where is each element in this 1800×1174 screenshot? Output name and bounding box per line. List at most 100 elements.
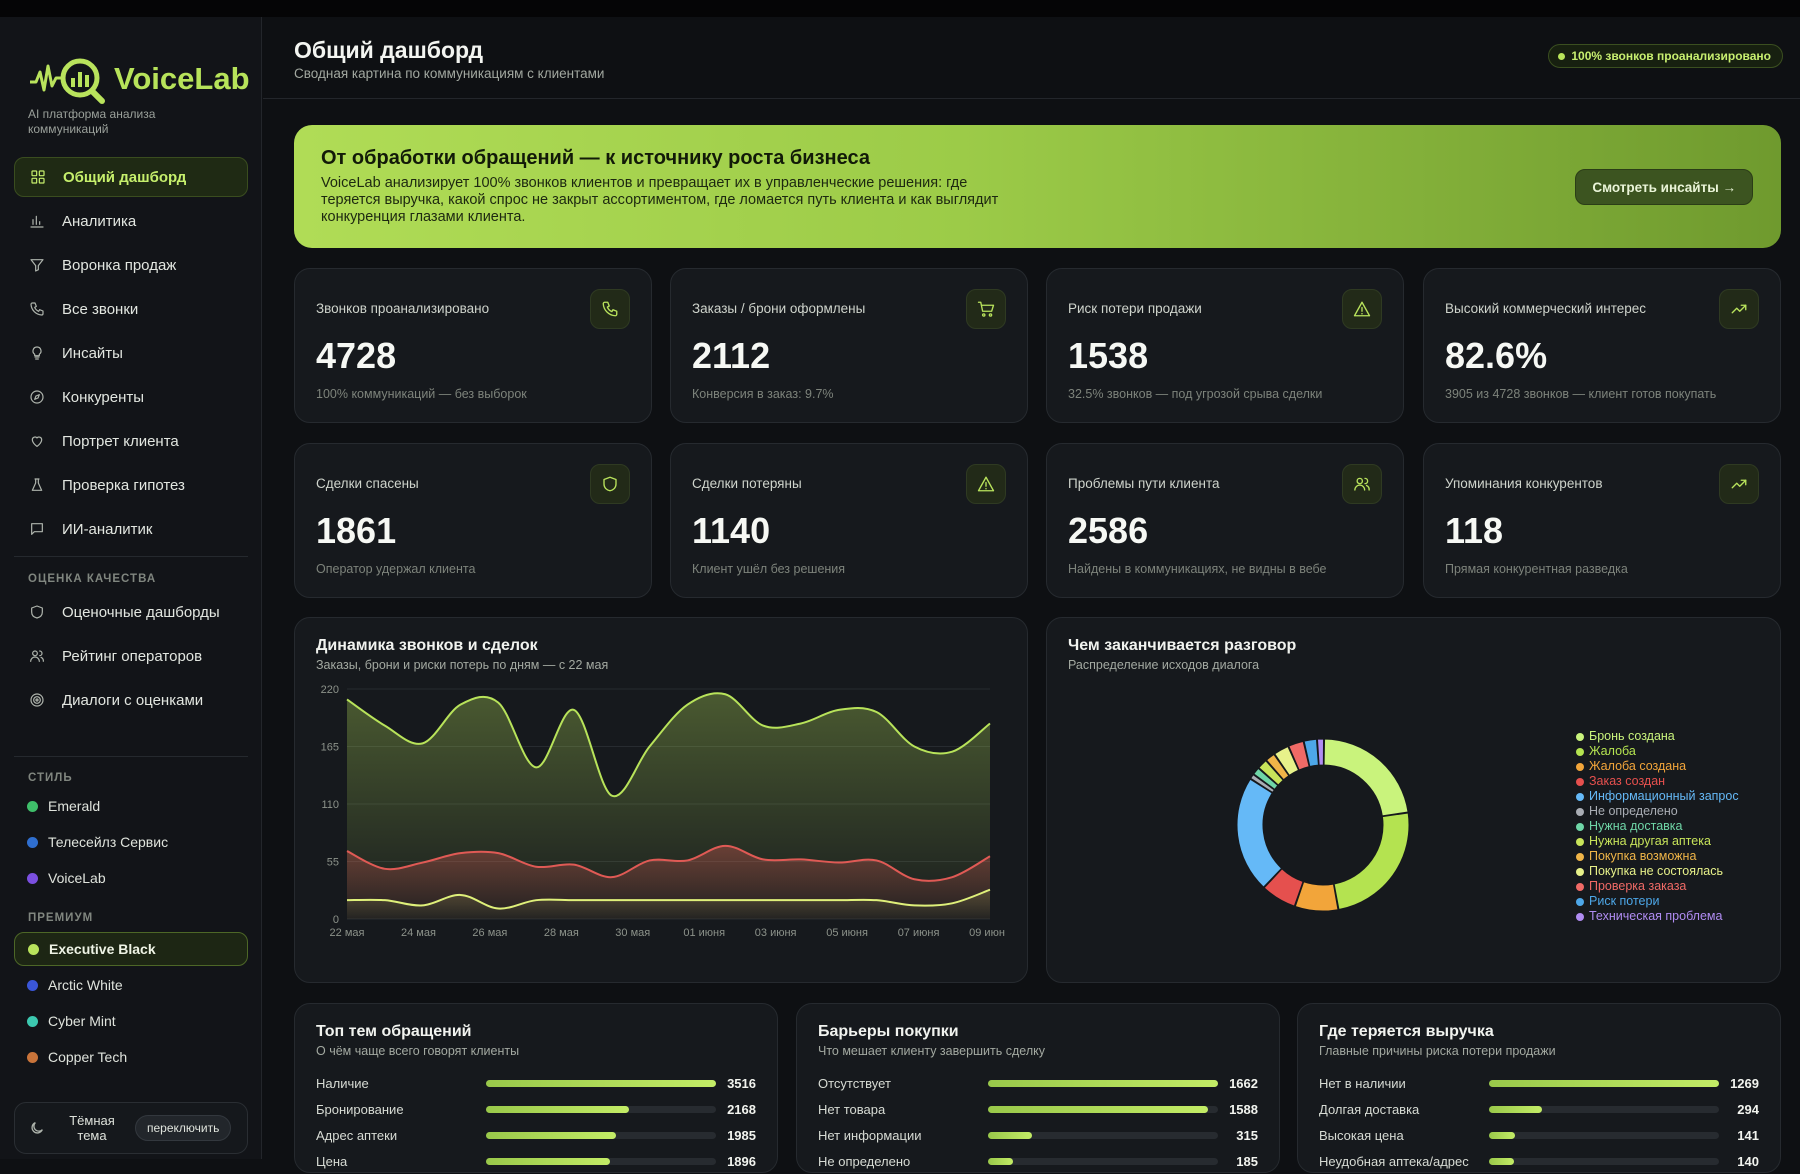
bar-row[interactable]: Наличие 3516 bbox=[316, 1070, 756, 1096]
legend-item[interactable]: Информационный запрос bbox=[1576, 789, 1739, 804]
series-line[interactable] bbox=[346, 844, 991, 882]
nav-item-3[interactable]: Все звонки bbox=[14, 289, 248, 329]
kpi-card[interactable]: Заказы / брони оформлены 2112 Конверсия в … bbox=[670, 268, 1028, 423]
legend-item[interactable]: Риск потери bbox=[1576, 894, 1739, 909]
kpi-subtext: 32.5% звонков — под угрозой срыва сделки bbox=[1068, 387, 1323, 401]
donut-slice[interactable] bbox=[1236, 778, 1283, 888]
donut-slice[interactable] bbox=[1258, 760, 1284, 786]
donut-slice[interactable] bbox=[1294, 881, 1339, 912]
bar-row[interactable]: Нет в наличии 1269 bbox=[1319, 1070, 1759, 1096]
dialog-outcomes-subtitle: Распределение исходов диалога bbox=[1068, 658, 1260, 672]
donut-slice[interactable] bbox=[1316, 738, 1325, 766]
legend-item[interactable]: Техническая проблема bbox=[1576, 909, 1739, 924]
donut-slice[interactable] bbox=[1250, 774, 1276, 794]
premium-option-1[interactable]: Arctic White bbox=[14, 968, 248, 1002]
kpi-subtext: Прямая конкурентная разведка bbox=[1445, 562, 1628, 576]
style-option-2[interactable]: VoiceLab bbox=[14, 861, 248, 895]
bar-row[interactable]: Отсутствует 1662 bbox=[818, 1070, 1258, 1096]
bar-row[interactable]: Цена 1896 bbox=[316, 1148, 756, 1174]
voicelab-logo-icon bbox=[30, 58, 105, 104]
premium-option-2[interactable]: Cyber Mint bbox=[14, 1004, 248, 1038]
nav-item-label: Воронка продаж bbox=[62, 256, 177, 274]
bar-row[interactable]: Бронирование 2168 bbox=[316, 1096, 756, 1122]
view-insights-button[interactable]: Смотреть инсайты → bbox=[1575, 169, 1753, 205]
x-tick-label: 05 июня bbox=[826, 927, 868, 939]
series-line[interactable] bbox=[346, 692, 991, 798]
kpi-icon-badge bbox=[1342, 464, 1382, 504]
style-option-0[interactable]: Emerald bbox=[14, 789, 248, 823]
calls-dynamics-card: Динамика звонков и сделок Заказы, брони … bbox=[294, 617, 1028, 983]
kpi-subtext: Оператор удержал клиента bbox=[316, 562, 476, 576]
bar-row[interactable]: Нет информации 315 bbox=[818, 1122, 1258, 1148]
bar-row[interactable]: Нет товара 1588 bbox=[818, 1096, 1258, 1122]
chat-icon-wrap bbox=[28, 520, 46, 538]
style-list: Emerald Телесейлз Сервис VoiceLab bbox=[14, 789, 248, 897]
bar-row[interactable]: Неудобная аптека/адрес 140 bbox=[1319, 1148, 1759, 1174]
x-tick-label: 03 июня bbox=[755, 927, 797, 939]
legend-item[interactable]: Не определено bbox=[1576, 804, 1739, 819]
quality-item-0[interactable]: Оценочные дашборды bbox=[14, 592, 248, 632]
bar-row[interactable]: Не определено 185 bbox=[818, 1148, 1258, 1174]
bar-row[interactable]: Высокая цена 141 bbox=[1319, 1122, 1759, 1148]
legend-item[interactable]: Покупка возможна bbox=[1576, 849, 1739, 864]
nav-item-0[interactable]: Общий дашборд bbox=[14, 157, 248, 197]
legend-item[interactable]: Проверка заказа bbox=[1576, 879, 1739, 894]
kpi-card[interactable]: Высокий коммерческий интерес 82.6% 3905 из… bbox=[1423, 268, 1781, 423]
bar-fill bbox=[988, 1079, 1218, 1087]
bar-row[interactable]: Адрес аптеки 1985 bbox=[316, 1122, 756, 1148]
bar-row[interactable]: Долгая доставка 294 bbox=[1319, 1096, 1759, 1122]
kpi-card[interactable]: Проблемы пути клиента 2586 Найдены в комму… bbox=[1046, 443, 1404, 598]
donut-slice[interactable] bbox=[1303, 738, 1319, 768]
kpi-value: 2112 bbox=[692, 335, 771, 376]
legend-item[interactable]: Бронь создана bbox=[1576, 729, 1739, 744]
nav-item-5[interactable]: Конкуренты bbox=[14, 377, 248, 417]
logo[interactable]: VoiceLab bbox=[28, 49, 250, 109]
bar-label: Отсутствует bbox=[818, 1075, 891, 1091]
legend-item[interactable]: Жалоба создана bbox=[1576, 759, 1739, 774]
donut-slice[interactable] bbox=[1274, 745, 1300, 777]
theme-switch-button[interactable]: переключить bbox=[135, 1115, 232, 1141]
premium-option-label: Arctic White bbox=[48, 977, 123, 993]
nav-item-8[interactable]: ИИ-аналитик bbox=[14, 509, 248, 549]
bar-value: 1896 bbox=[727, 1153, 756, 1169]
legend-label: Покупка не состоялась bbox=[1589, 864, 1723, 878]
revenue-loss-subtitle: Главные причины риска потери продажи bbox=[1319, 1044, 1556, 1058]
theme-toggle[interactable]: Тёмная тема переключить bbox=[14, 1102, 248, 1154]
kpi-card[interactable]: Риск потери продажи 1538 32.5% звонков — п… bbox=[1046, 268, 1404, 423]
quality-item-1[interactable]: Рейтинг операторов bbox=[14, 636, 248, 676]
kpi-card[interactable]: Сделки спасены 1861 Оператор удержал клиен… bbox=[294, 443, 652, 598]
donut-slice[interactable] bbox=[1288, 740, 1310, 771]
nav-item-1[interactable]: Аналитика bbox=[14, 201, 248, 241]
legend-item[interactable]: Жалоба bbox=[1576, 744, 1739, 759]
premium-option-0[interactable]: Executive Black bbox=[14, 932, 248, 966]
legend-item[interactable]: Покупка не состоялась bbox=[1576, 864, 1739, 879]
donut-slice[interactable] bbox=[1253, 767, 1279, 791]
kpi-card[interactable]: Упоминания конкурентов 118 Прямая конкурен… bbox=[1423, 443, 1781, 598]
donut-slice[interactable] bbox=[1333, 812, 1410, 911]
page-header: Общий дашборд Сводная картина по коммуни… bbox=[263, 17, 1800, 99]
calls-dynamics-title: Динамика звонков и сделок bbox=[316, 637, 538, 654]
nav-item-label: ИИ-аналитик bbox=[62, 520, 153, 538]
nav-item-7[interactable]: Проверка гипотез bbox=[14, 465, 248, 505]
kpi-subtext: 100% коммуникаций — без выборок bbox=[316, 387, 527, 401]
premium-list: Executive Black Arctic White Cyber Mint Cop… bbox=[14, 932, 248, 1076]
style-option-1[interactable]: Телесейлз Сервис bbox=[14, 825, 248, 859]
premium-option-3[interactable]: Copper Tech bbox=[14, 1040, 248, 1074]
quality-item-2[interactable]: Диалоги с оценками bbox=[14, 680, 248, 720]
nav-item-2[interactable]: Воронка продаж bbox=[14, 245, 248, 285]
kpi-value: 118 bbox=[1445, 510, 1504, 551]
nav-item-4[interactable]: Инсайты bbox=[14, 333, 248, 373]
donut-slice[interactable] bbox=[1263, 868, 1304, 907]
kpi-card[interactable]: Сделки потеряны 1140 Клиент ушёл без решен… bbox=[670, 443, 1028, 598]
revenue-loss-list: Нет в наличии 1269 Долгая доставка 294 Высок… bbox=[1319, 1070, 1759, 1174]
nav-item-6[interactable]: Портрет клиента bbox=[14, 421, 248, 461]
kpi-card[interactable]: Звонков проанализировано 4728 100% коммуни… bbox=[294, 268, 652, 423]
series-line[interactable] bbox=[346, 888, 991, 910]
legend-item[interactable]: Заказ создан bbox=[1576, 774, 1739, 789]
donut-slice[interactable] bbox=[1265, 753, 1290, 781]
donut-slice[interactable] bbox=[1323, 738, 1409, 817]
legend-item[interactable]: Нужна другая аптека bbox=[1576, 834, 1739, 849]
legend-item[interactable]: Нужна доставка bbox=[1576, 819, 1739, 834]
window-top-bar bbox=[0, 0, 1800, 17]
bar-fill bbox=[988, 1105, 1208, 1113]
